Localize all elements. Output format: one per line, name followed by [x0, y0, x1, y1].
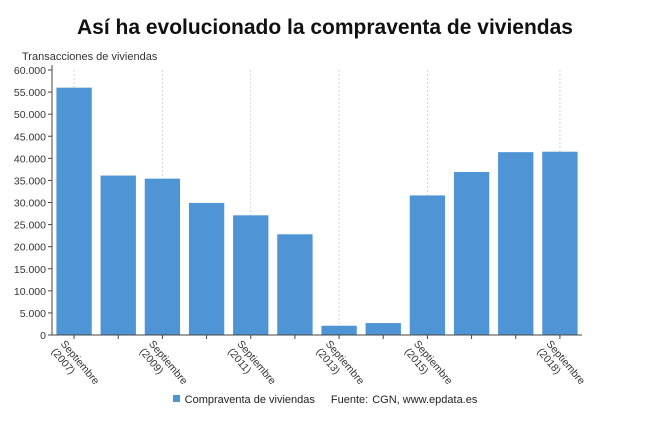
- x-tick-label: Septiembre(2013): [314, 338, 367, 395]
- bar: [277, 234, 313, 335]
- y-tick-label: 10.000: [14, 286, 46, 298]
- y-tick-label: 25.000: [14, 220, 46, 232]
- x-tick-label: Septiembre(2009): [137, 338, 190, 395]
- y-tick-label: 35.000: [14, 175, 46, 187]
- bar: [144, 178, 181, 335]
- bar: [542, 151, 578, 335]
- y-tick-label: 55.000: [14, 87, 46, 99]
- y-tick-label: 15.000: [14, 264, 46, 276]
- x-tick-label: Septiembre(2018): [534, 338, 587, 395]
- y-tick-label: 45.000: [14, 131, 46, 143]
- bar: [233, 215, 269, 335]
- legend-swatch: [172, 395, 180, 402]
- y-tick-label: 0: [40, 330, 46, 342]
- source-label: Fuente:: [330, 394, 369, 406]
- x-tick-label: Septiembre(2011): [225, 338, 278, 395]
- bar: [498, 152, 534, 335]
- bar: [321, 325, 357, 335]
- bar: [409, 195, 446, 335]
- y-tick-label: 40.000: [14, 153, 46, 165]
- bars-layer: [56, 87, 578, 336]
- bar: [188, 202, 225, 335]
- x-tick-label: Septiembre(2007): [49, 338, 102, 395]
- y-tick-label: 60.000: [14, 65, 46, 77]
- source-text: CGN, www.epdata.es: [372, 394, 478, 406]
- y-tick-label: 50.000: [14, 109, 46, 121]
- x-ticks-layer: Septiembre(2007) Septiembre(2009) Septiemb…: [49, 335, 587, 395]
- y-tick-label: 30.000: [14, 198, 46, 210]
- y-tick-label: 20.000: [14, 242, 46, 254]
- bar: [56, 87, 92, 336]
- legend: Compraventa de viviendas Fuente: CGN, www.…: [0, 394, 650, 406]
- bar: [100, 175, 136, 335]
- chart-title: Así ha evolucionado la compraventa de vi…: [76, 16, 573, 39]
- legend-series-label: Compraventa de viviendas: [184, 394, 315, 406]
- bar: [453, 172, 490, 335]
- y-ticks-layer: 0 5.000 10.000 15.000 20.000 25.000 30.000 35.0…: [14, 65, 52, 342]
- y-tick-label: 5.000: [20, 308, 46, 320]
- x-tick-label: Septiembre(2015): [402, 338, 455, 395]
- bar: [365, 323, 401, 335]
- y-axis-label: Transacciones de viviendas: [22, 51, 158, 63]
- axis-layer: [51, 65, 582, 336]
